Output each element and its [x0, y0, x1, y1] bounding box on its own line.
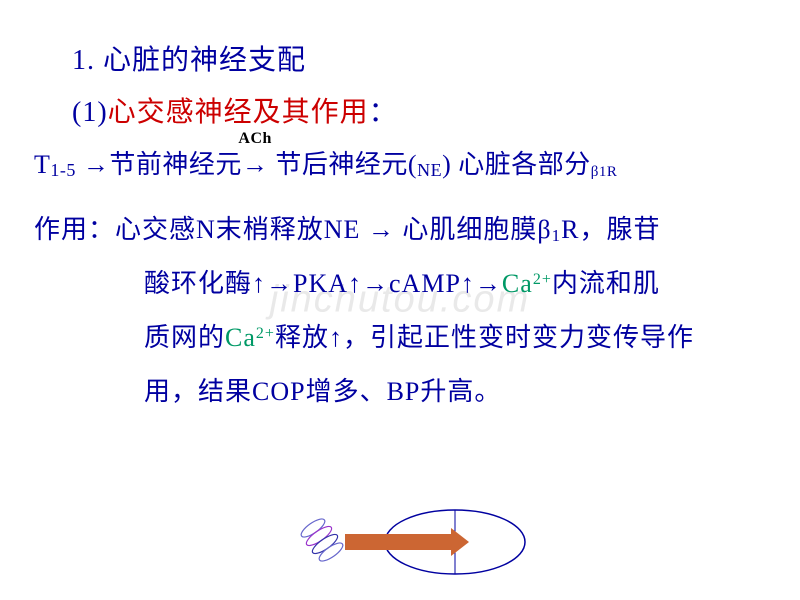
nerve-bundle	[299, 516, 346, 564]
l2a: 酸环化酶↑→PKA↑→cAMP↑→	[144, 269, 502, 298]
heading-1: 1. 心脏的神经支配	[72, 38, 752, 78]
nerve-diagram	[295, 502, 535, 582]
l3sup: 2+	[256, 325, 275, 342]
l4: 用，结果COP增多、BP升高。	[144, 377, 501, 406]
slide: 1. 心脏的神经支配 (1)心交感神经及其作用： T1-5 →节前神经元ACh→…	[0, 0, 800, 419]
mechanism-text: 作用：心交感N末梢释放NE → 心肌细胞膜β1R，腺苷 酸环化酶↑→PKA↑→c…	[34, 203, 752, 419]
t-label: T	[34, 150, 50, 179]
heading-2: (1)心交感神经及其作用：	[72, 90, 752, 130]
b1r: β1R	[591, 164, 618, 180]
l3ca: Ca	[225, 323, 256, 352]
close: ) 心脏各部分	[442, 150, 591, 179]
l1sub: 1	[552, 226, 562, 245]
arr1: →	[76, 150, 110, 179]
h2-num: (1)	[72, 97, 108, 128]
t-sub: 1-5	[50, 160, 76, 180]
postganglionic: 节后神经元(	[268, 150, 417, 179]
l2sup: 2+	[533, 271, 552, 288]
l3a: 质网的	[144, 323, 225, 352]
l2b: 内流和肌	[552, 269, 660, 298]
arrow-shaft	[345, 534, 453, 550]
h2-red: 心交感神经及其作用	[108, 97, 369, 128]
arrow-head	[451, 528, 469, 556]
h2-colon: ：	[369, 97, 398, 128]
ach-arrow: ACh→	[242, 150, 269, 180]
l1b: R，腺苷	[561, 215, 660, 244]
l2ca: Ca	[502, 269, 533, 298]
ne-label: NE	[417, 160, 442, 180]
preganglionic: 节前神经元	[109, 150, 242, 179]
l3b: 释放↑，引起正性变时变力变传导作	[275, 323, 694, 352]
l1a: 作用：心交感N末梢释放NE → 心肌细胞膜β	[34, 215, 552, 244]
pathway-line: T1-5 →节前神经元ACh→ 节后神经元(NE) 心脏各部分β1R	[34, 144, 752, 181]
ach-label: ACh	[238, 130, 272, 148]
